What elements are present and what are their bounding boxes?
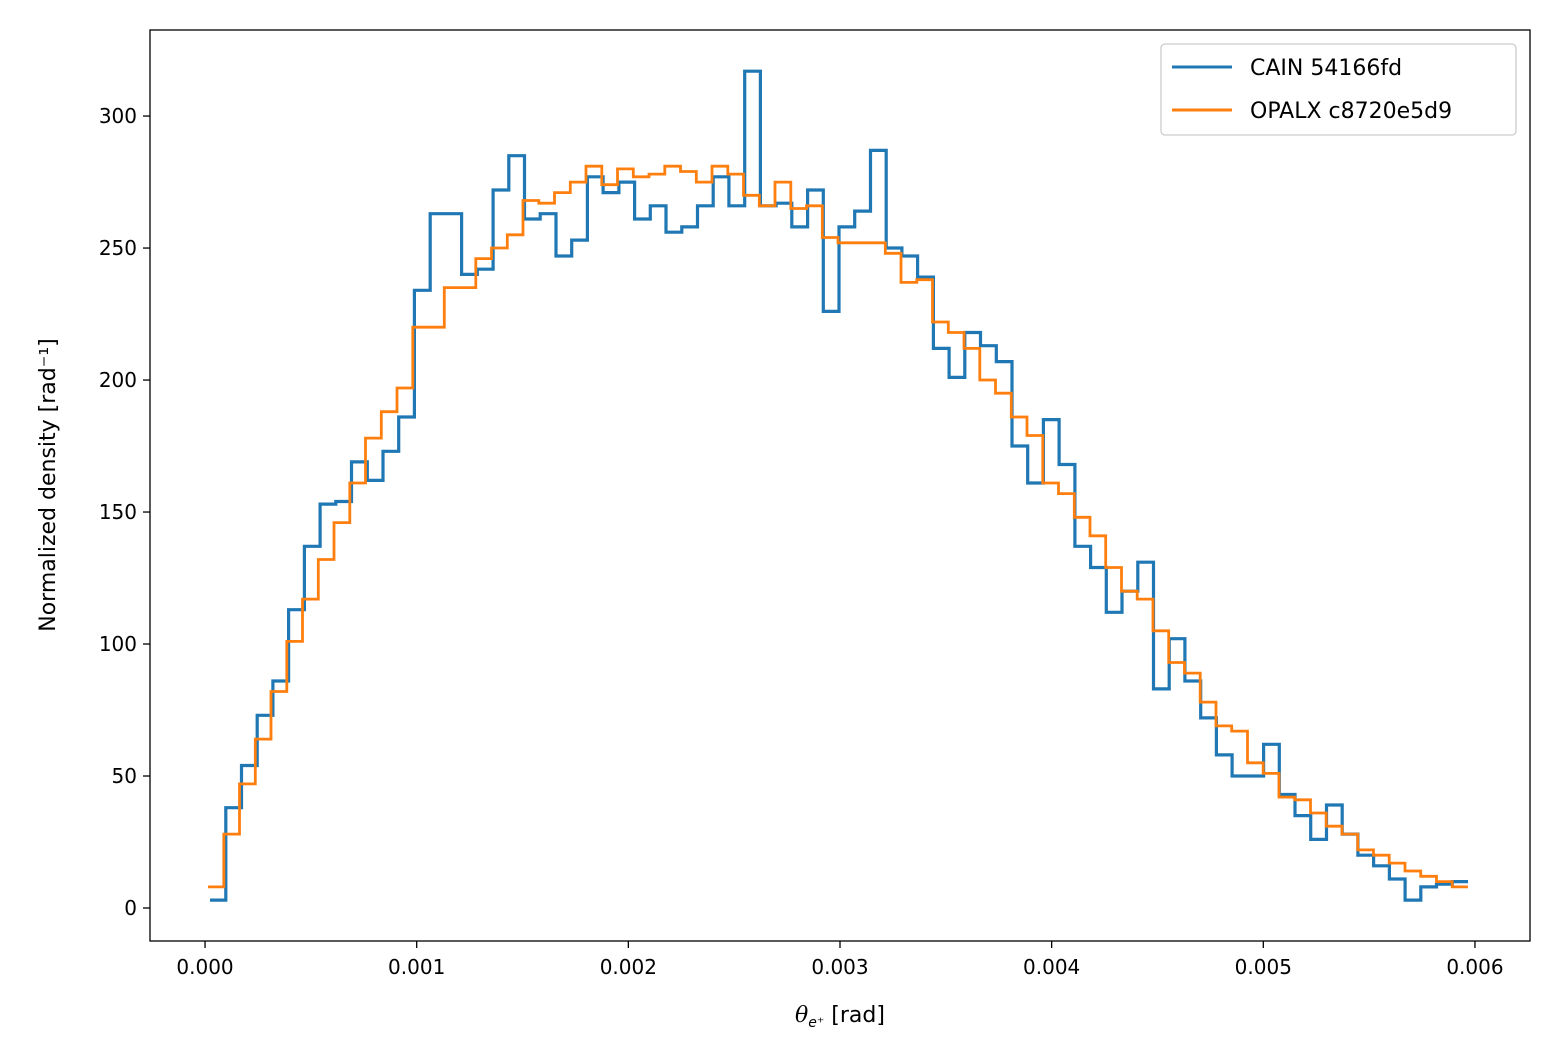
x-tick-label: 0.005 bbox=[1235, 955, 1292, 979]
series-cain-step-line bbox=[210, 69, 1468, 902]
x-axis: 0.000 0.001 0.002 0.003 0.004 0.005 0.006 bbox=[176, 941, 1504, 979]
x-tick-label: 0.003 bbox=[811, 955, 868, 979]
legend-label-opalx: OPALX c8720e5d9 bbox=[1250, 99, 1452, 124]
y-tick-label: 150 bbox=[99, 500, 137, 524]
y-axis: 0 50 100 150 200 250 300 bbox=[99, 104, 150, 920]
y-tick-label: 250 bbox=[99, 236, 137, 260]
legend: CAIN 54166fd OPALX c8720e5d9 bbox=[1160, 43, 1517, 136]
legend-box bbox=[1160, 43, 1517, 136]
y-tick-label: 300 bbox=[99, 104, 137, 128]
x-tick-label: 0.000 bbox=[176, 955, 233, 979]
y-axis-label: Normalized density [rad⁻¹] bbox=[36, 338, 61, 632]
series-opalx-step-line bbox=[208, 164, 1468, 889]
x-tick-label: 0.004 bbox=[1023, 955, 1080, 979]
y-tick-label: 50 bbox=[112, 764, 137, 788]
y-tick-label: 0 bbox=[124, 896, 137, 920]
legend-label-cain: CAIN 54166fd bbox=[1250, 56, 1402, 81]
x-axis-label: θe⁺ [rad] bbox=[795, 1003, 885, 1031]
x-tick-label: 0.001 bbox=[388, 955, 445, 979]
x-tick-label: 0.002 bbox=[600, 955, 657, 979]
y-tick-label: 200 bbox=[99, 368, 137, 392]
y-tick-label: 100 bbox=[99, 632, 137, 656]
x-tick-label: 0.006 bbox=[1446, 955, 1503, 979]
series-layer bbox=[208, 69, 1468, 902]
